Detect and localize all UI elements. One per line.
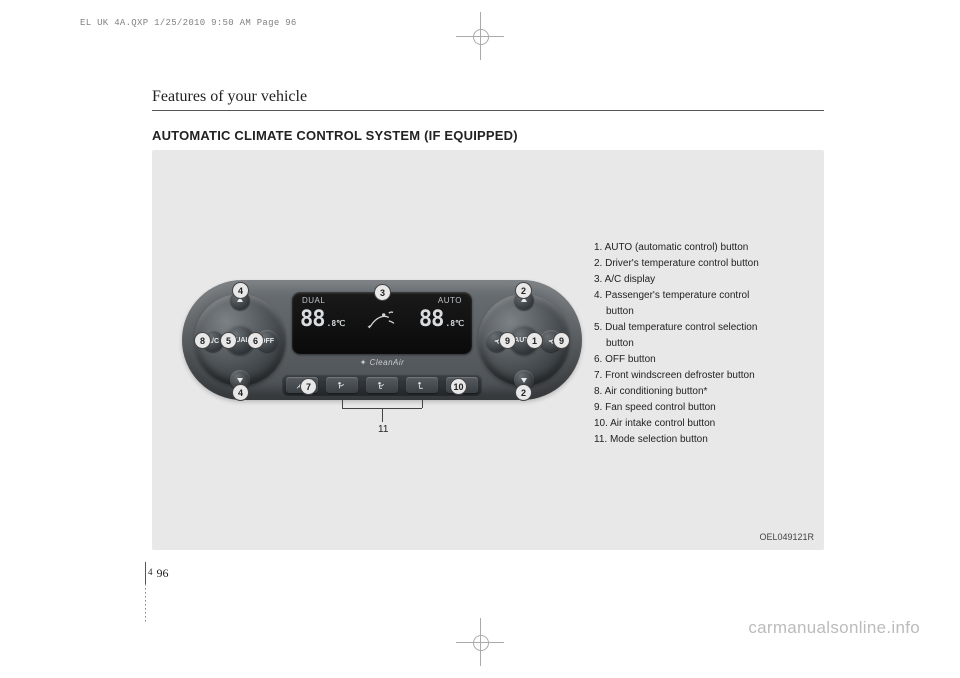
legend-item: 1. AUTO (automatic control) button <box>594 240 794 255</box>
legend-item: 10. Air intake control button <box>594 416 794 431</box>
page-dotted-line <box>145 584 146 624</box>
legend-item: 5. Dual temperature control selection <box>594 320 794 335</box>
page-heading: AUTOMATIC CLIMATE CONTROL SYSTEM (IF EQU… <box>152 128 518 143</box>
callout-4a: 4 <box>232 282 249 299</box>
display-right-temp: 88 .8℃ <box>419 307 464 332</box>
legend-item: 8. Air conditioning button* <box>594 384 794 399</box>
legend-list: 1. AUTO (automatic control) button 2. Dr… <box>594 240 794 448</box>
figure-code: OEL049121R <box>759 532 814 542</box>
legend-item: 7. Front windscreen defroster button <box>594 368 794 383</box>
legend-item: 6. OFF button <box>594 352 794 367</box>
page-number-border <box>145 562 146 584</box>
page-number: 4 96 <box>148 566 169 581</box>
mode-bilevel-button[interactable] <box>366 377 398 393</box>
legend-item: 4. Passenger's temperature control <box>594 288 794 303</box>
callout-4b: 4 <box>232 384 249 401</box>
callout-7: 7 <box>300 378 317 395</box>
callout-2b: 2 <box>515 384 532 401</box>
page-chapter: 4 <box>148 566 153 577</box>
section-rule <box>152 110 824 111</box>
display-auto-label: AUTO <box>438 296 462 305</box>
legend-item: 3. A/C display <box>594 272 794 287</box>
mode-face-button[interactable] <box>326 377 358 393</box>
callout-1: 1 <box>526 332 543 349</box>
callout-8: 8 <box>194 332 211 349</box>
left-temp-unit: .8℃ <box>327 319 346 328</box>
callout-6: 6 <box>247 332 264 349</box>
display-left-temp: 88 .8℃ <box>300 307 345 332</box>
print-header: EL UK 4A.QXP 1/25/2010 9:50 AM Page 96 <box>80 18 297 28</box>
mode-floor-button[interactable] <box>406 377 438 393</box>
callout-3: 3 <box>374 284 391 301</box>
right-temp-value: 88 <box>419 307 444 332</box>
right-temp-unit: .8℃ <box>445 319 464 328</box>
cleanair-text: CleanAir <box>370 358 405 367</box>
legend-item: 2. Driver's temperature control button <box>594 256 794 271</box>
page-number-value: 96 <box>157 566 169 581</box>
legend-item: button <box>594 304 794 319</box>
callout-2a: 2 <box>515 282 532 299</box>
callout-5: 5 <box>220 332 237 349</box>
ac-display: DUAL AUTO 88 .8℃ <box>292 292 472 354</box>
callout-9a: 9 <box>553 332 570 349</box>
legend-item: 11. Mode selection button <box>594 432 794 447</box>
section-title: Features of your vehicle <box>152 88 307 106</box>
climate-control-panel: DUAL AUTO 88 .8℃ <box>182 240 582 440</box>
cleanair-label: ✦ CleanAir <box>360 358 405 367</box>
callout-10: 10 <box>450 378 467 395</box>
left-temp-value: 88 <box>300 307 325 332</box>
watermark: carmanualsonline.info <box>748 618 920 638</box>
legend-item: button <box>594 336 794 351</box>
legend-item: 9. Fan speed control button <box>594 400 794 415</box>
callout-9b: 9 <box>499 332 516 349</box>
display-dual-label: DUAL <box>302 296 325 305</box>
display-airflow-icon <box>365 308 399 332</box>
figure-box: DUAL AUTO 88 .8℃ <box>152 150 824 550</box>
callout-11: 11 <box>378 424 388 435</box>
